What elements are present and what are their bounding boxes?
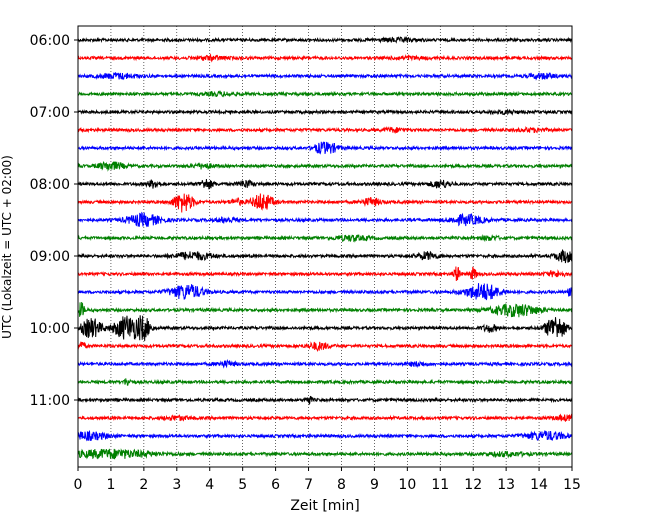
x-tick-label: 13: [497, 477, 515, 493]
trace-line: [77, 448, 573, 460]
y-tick-label: 07:00: [30, 105, 70, 121]
trace-line: [77, 193, 573, 213]
trace-line: [77, 161, 573, 172]
y-tick-label: 09:00: [30, 249, 70, 265]
x-tick-label: 0: [74, 477, 83, 493]
x-tick-label: 4: [205, 477, 214, 493]
trace-line: [77, 108, 573, 116]
x-tick-label: 1: [106, 477, 115, 493]
trace-line: [77, 35, 573, 44]
trace-line: [77, 301, 573, 318]
y-tick-label: 06:00: [30, 33, 70, 49]
y-axis: 06:00 07:00 08:00 09:00 10:00 11:00: [30, 33, 78, 409]
x-tick-label: 5: [238, 477, 247, 493]
trace-line: [77, 430, 573, 442]
x-tick-label: 7: [304, 477, 313, 493]
trace-line: [77, 283, 573, 301]
x-tick-label: 14: [530, 477, 548, 493]
trace-line: [77, 378, 573, 386]
trace-line: [77, 141, 573, 155]
trace-line: [77, 125, 573, 135]
x-tick-label: 3: [172, 477, 181, 493]
trace-line: [77, 53, 573, 63]
x-tick-label: 6: [271, 477, 280, 493]
trace-line: [77, 211, 573, 228]
x-tick-label: 12: [464, 477, 482, 493]
trace-line: [77, 90, 573, 98]
x-tick-label: 10: [398, 477, 416, 493]
x-tick-label: 11: [431, 477, 449, 493]
trace-line: [77, 395, 573, 406]
x-tick-label: 15: [563, 477, 581, 493]
y-tick-label: 08:00: [30, 177, 70, 193]
trace-line: [77, 234, 573, 243]
trace-line: [77, 315, 573, 341]
y-tick-label: 10:00: [30, 321, 70, 337]
plot-frame: [77, 25, 573, 468]
x-axis: 0 1 2 3 4 5 6 7 8 9 10 11 12 13 14 15: [74, 467, 581, 493]
trace-line: [77, 413, 573, 422]
x-tick-label: 9: [370, 477, 379, 493]
trace-line: [77, 179, 573, 190]
x-tick-label: 8: [337, 477, 346, 493]
trace-line: [77, 358, 573, 369]
trace-line: [77, 249, 573, 264]
x-axis-label: Zeit [min]: [290, 498, 359, 514]
trace-line: [77, 341, 573, 353]
trace-group: [77, 35, 573, 460]
y-tick-label: 11:00: [30, 393, 70, 409]
trace-line: [77, 266, 573, 282]
y-axis-label: UTC (Lokalzeit = UTC + 02:00): [0, 155, 14, 339]
x-tick-label: 2: [139, 477, 148, 493]
trace-line: [77, 71, 573, 81]
